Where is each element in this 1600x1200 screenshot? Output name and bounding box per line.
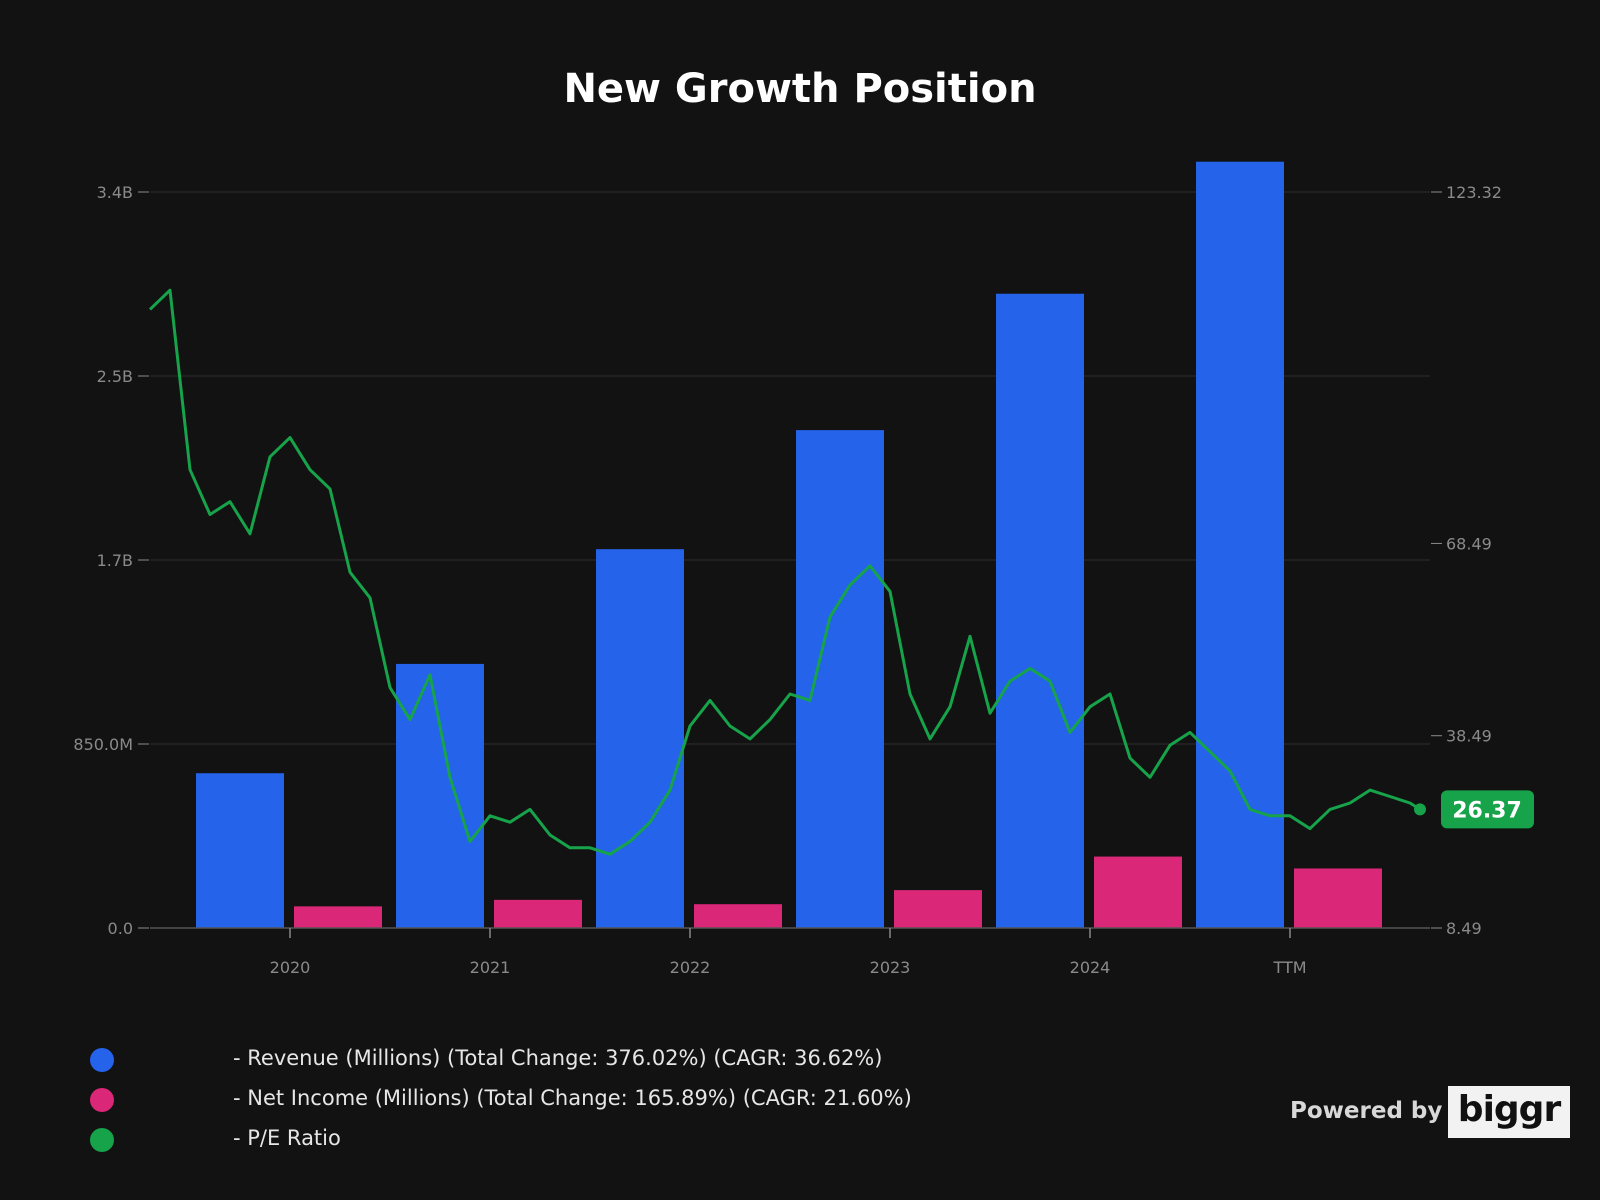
left-tick-label: 0.0	[108, 919, 133, 938]
net-income-bar	[294, 906, 382, 928]
revenue-bar	[596, 549, 684, 928]
net-income-bar	[694, 904, 782, 928]
pe-ratio-line	[148, 288, 1421, 856]
net-income-bar	[894, 890, 982, 928]
x-tick-label: 2024	[1070, 958, 1111, 977]
left-tick-label: 2.5B	[97, 367, 133, 386]
net-income-bar	[1294, 868, 1382, 928]
revenue-bar	[996, 293, 1084, 928]
revenue-bar	[196, 773, 284, 928]
net-income-bar	[494, 899, 582, 928]
revenue-bar	[796, 430, 884, 928]
legend-label-pe-ratio: - P/E Ratio	[233, 1126, 341, 1150]
legend-swatch-net-income	[90, 1088, 114, 1112]
left-tick-label: 850.0M	[73, 735, 133, 754]
chart-title: New Growth Position	[563, 66, 1037, 112]
x-tick-label: 2023	[870, 958, 911, 977]
pe-ratio-value-badge	[1441, 790, 1534, 829]
revenue-bar	[1196, 161, 1284, 929]
x-tick-label: TTM	[1272, 958, 1306, 977]
x-tick-label: 2020	[270, 958, 311, 977]
line-layer: 26.37	[148, 288, 1534, 856]
legend-item-pe-ratio: - P/E Ratio	[0, 1120, 1000, 1160]
left-tick-label: 1.7B	[97, 551, 133, 570]
pe-ratio-value-label: 26.37	[1452, 798, 1522, 823]
x-tick-label: 2022	[670, 958, 711, 977]
biggr-logo[interactable]: biggr	[1448, 1086, 1570, 1138]
legend-swatch-revenue	[90, 1048, 114, 1072]
right-tick-label: 8.49	[1446, 919, 1482, 938]
left-tick-label: 3.4B	[97, 183, 133, 202]
chart-canvas: 26.37 0.0 850.0M 1.7B 2.5B 3.4B 8.49 38.49 68.4…	[73, 161, 1534, 977]
net-income-bar	[1094, 856, 1182, 928]
legend-item-revenue: - Revenue (Millions) (Total Change: 376.…	[0, 1040, 1000, 1080]
legend-label-revenue: - Revenue (Millions) (Total Change: 376.…	[233, 1046, 883, 1070]
right-tick-label: 68.49	[1446, 534, 1492, 553]
powered-by-text: Powered by	[1290, 1098, 1443, 1124]
pe-ratio-end-dot	[1414, 803, 1426, 816]
x-tick-label: 2021	[470, 958, 511, 977]
right-tick-label: 123.32	[1446, 183, 1502, 202]
legend-item-net-income: - Net Income (Millions) (Total Change: 1…	[0, 1080, 1000, 1120]
bars-layer	[196, 161, 1382, 929]
legend-label-net-income: - Net Income (Millions) (Total Change: 1…	[233, 1086, 912, 1110]
right-tick-label: 38.49	[1446, 727, 1492, 746]
axis-layer: 0.0 850.0M 1.7B 2.5B 3.4B 8.49 38.49 68.49 123.3…	[73, 183, 1502, 977]
revenue-bar	[396, 663, 484, 928]
legend-swatch-pe-ratio	[90, 1128, 114, 1152]
